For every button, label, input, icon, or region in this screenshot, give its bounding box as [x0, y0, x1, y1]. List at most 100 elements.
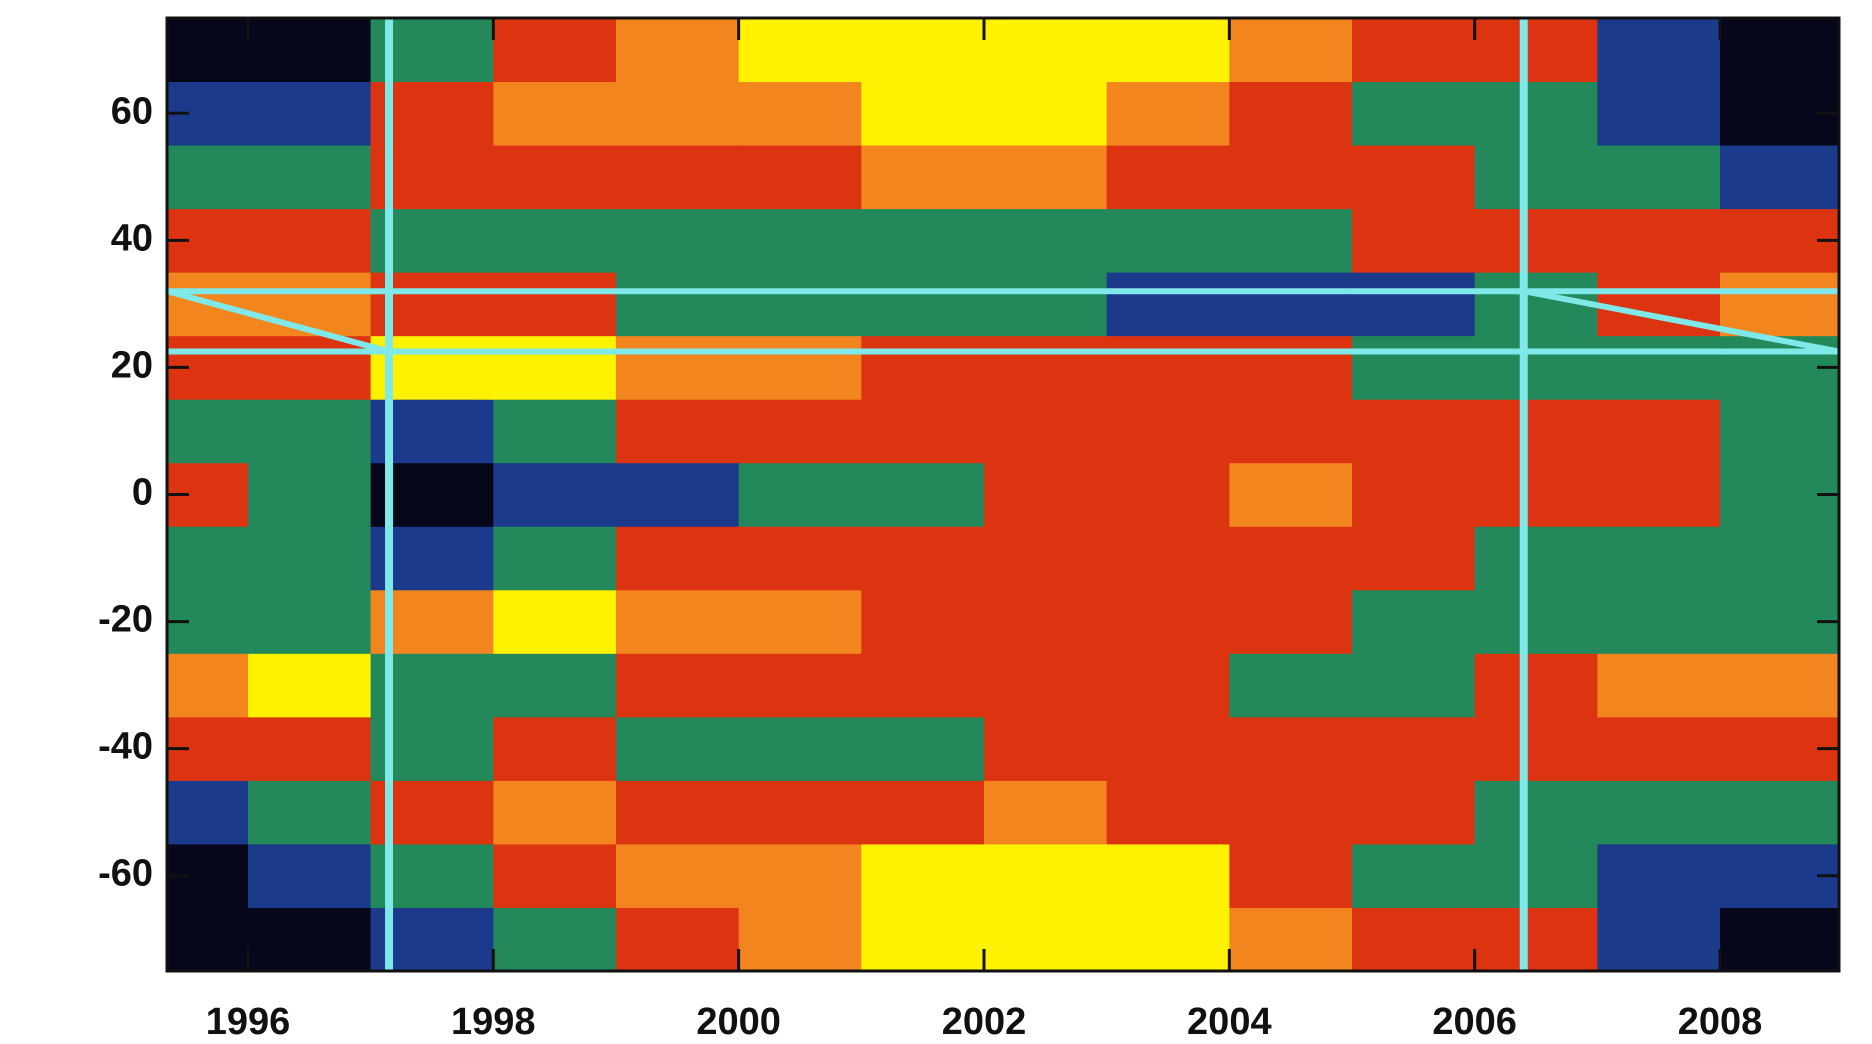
- heatmap-cell: [615, 907, 740, 971]
- heatmap-cell: [1351, 843, 1476, 908]
- heatmap-cell: [615, 399, 740, 464]
- heatmap-cell: [615, 526, 740, 591]
- heatmap-cell: [861, 335, 985, 400]
- heatmap-cell: [1229, 843, 1353, 908]
- heatmap-cell: [1106, 462, 1230, 527]
- heatmap-cell: [1106, 145, 1230, 210]
- heatmap-cell: [1720, 526, 1839, 591]
- heatmap-cell: [738, 18, 862, 83]
- heatmap-cell: [1474, 18, 1598, 83]
- heatmap-cell: [247, 272, 372, 337]
- heatmap-cell: [247, 18, 372, 83]
- heatmap-cell: [738, 843, 862, 908]
- heatmap-cell: [738, 145, 862, 210]
- heatmap-cell: [1474, 589, 1598, 654]
- heatmap-cell: [493, 462, 617, 527]
- heatmap-cell: [247, 335, 372, 400]
- heatmap-cell: [861, 653, 985, 718]
- reference-diagonal: [167, 288, 390, 355]
- heatmap-cell: [1597, 653, 1721, 718]
- heatmap-cell: [1351, 716, 1476, 781]
- heatmap-cell: [1597, 81, 1721, 146]
- heatmap-cell: [983, 843, 1108, 908]
- heatmap-cell: [861, 81, 985, 146]
- heatmap-cell: [1597, 589, 1721, 654]
- heatmap-cell: [493, 907, 617, 971]
- heatmap-cell: [1106, 208, 1230, 273]
- heatmap-cell: [247, 843, 372, 908]
- heatmap-cell: [983, 399, 1108, 464]
- y-tick-label: -40: [98, 726, 153, 768]
- heatmap-cell: [1229, 335, 1353, 400]
- heatmap-cell: [1106, 843, 1230, 908]
- heatmap-cell: [1229, 526, 1353, 591]
- heatmap-cell: [1351, 780, 1476, 845]
- heatmap-cell: [493, 81, 617, 146]
- heatmap-cell: [1229, 716, 1353, 781]
- heatmap-cell: [1229, 907, 1353, 971]
- heatmap-cell: [493, 399, 617, 464]
- heatmap-cell: [1597, 462, 1721, 527]
- heatmap: [167, 18, 1839, 971]
- heatmap-cell: [1720, 399, 1839, 464]
- heatmap-cell: [1474, 335, 1598, 400]
- heatmap-cell: [1474, 462, 1598, 527]
- heatmap-cell: [1597, 145, 1721, 210]
- heatmap-cell: [615, 335, 740, 400]
- heatmap-cell: [167, 399, 249, 464]
- heatmap-cell: [1597, 399, 1721, 464]
- heatmap-cell: [167, 653, 249, 718]
- heatmap-cell: [738, 81, 862, 146]
- heatmap-cell: [167, 907, 249, 971]
- heatmap-cell: [493, 716, 617, 781]
- heatmap-cell: [1351, 462, 1476, 527]
- heatmap-cell: [493, 335, 617, 400]
- heatmap-cell: [615, 18, 740, 83]
- heatmap-cell: [1351, 18, 1476, 83]
- heatmap-cell: [1597, 526, 1721, 591]
- heatmap-cell: [247, 208, 372, 273]
- heatmap-cell: [1597, 716, 1721, 781]
- heatmap-cell: [738, 653, 862, 718]
- heatmap-cell: [615, 780, 740, 845]
- heatmap-cell: [983, 335, 1108, 400]
- heatmap-cell: [1351, 589, 1476, 654]
- heatmap-cell: [1351, 399, 1476, 464]
- heatmap-cell: [615, 716, 740, 781]
- heatmap-cell: [247, 907, 372, 971]
- heatmap-cell: [1106, 81, 1230, 146]
- heatmap-cell: [1474, 843, 1598, 908]
- heatmap-cell: [1351, 335, 1476, 400]
- heatmap-cell: [1351, 653, 1476, 718]
- y-tick-label: -20: [98, 599, 153, 641]
- heatmap-cell: [615, 272, 740, 337]
- heatmap-cell: [493, 272, 617, 337]
- heatmap-cell: [1720, 653, 1839, 718]
- y-tick-label: 40: [111, 217, 153, 259]
- heatmap-cell: [493, 589, 617, 654]
- heatmap-cell: [983, 18, 1108, 83]
- heatmap-cell: [1351, 208, 1476, 273]
- heatmap-cell: [247, 399, 372, 464]
- heatmap-cell: [1351, 907, 1476, 971]
- heatmap-cell: [738, 716, 862, 781]
- heatmap-cell: [861, 716, 985, 781]
- heatmap-cell: [738, 272, 862, 337]
- heatmap-cell: [493, 780, 617, 845]
- heatmap-cell: [1351, 81, 1476, 146]
- heatmap-cell: [1106, 907, 1230, 971]
- heatmap-cell: [1229, 18, 1353, 83]
- heatmap-cell: [983, 462, 1108, 527]
- heatmap-cell: [1351, 272, 1476, 337]
- heatmap-cell: [247, 780, 372, 845]
- heatmap-cell: [247, 653, 372, 718]
- heatmap-cell: [1106, 780, 1230, 845]
- heatmap-cell: [983, 526, 1108, 591]
- heatmap-cell: [861, 145, 985, 210]
- heatmap-cell: [493, 843, 617, 908]
- heatmap-cell: [493, 18, 617, 83]
- heatmap-cell: [738, 526, 862, 591]
- heatmap-cell: [861, 780, 985, 845]
- heatmap-cell: [247, 526, 372, 591]
